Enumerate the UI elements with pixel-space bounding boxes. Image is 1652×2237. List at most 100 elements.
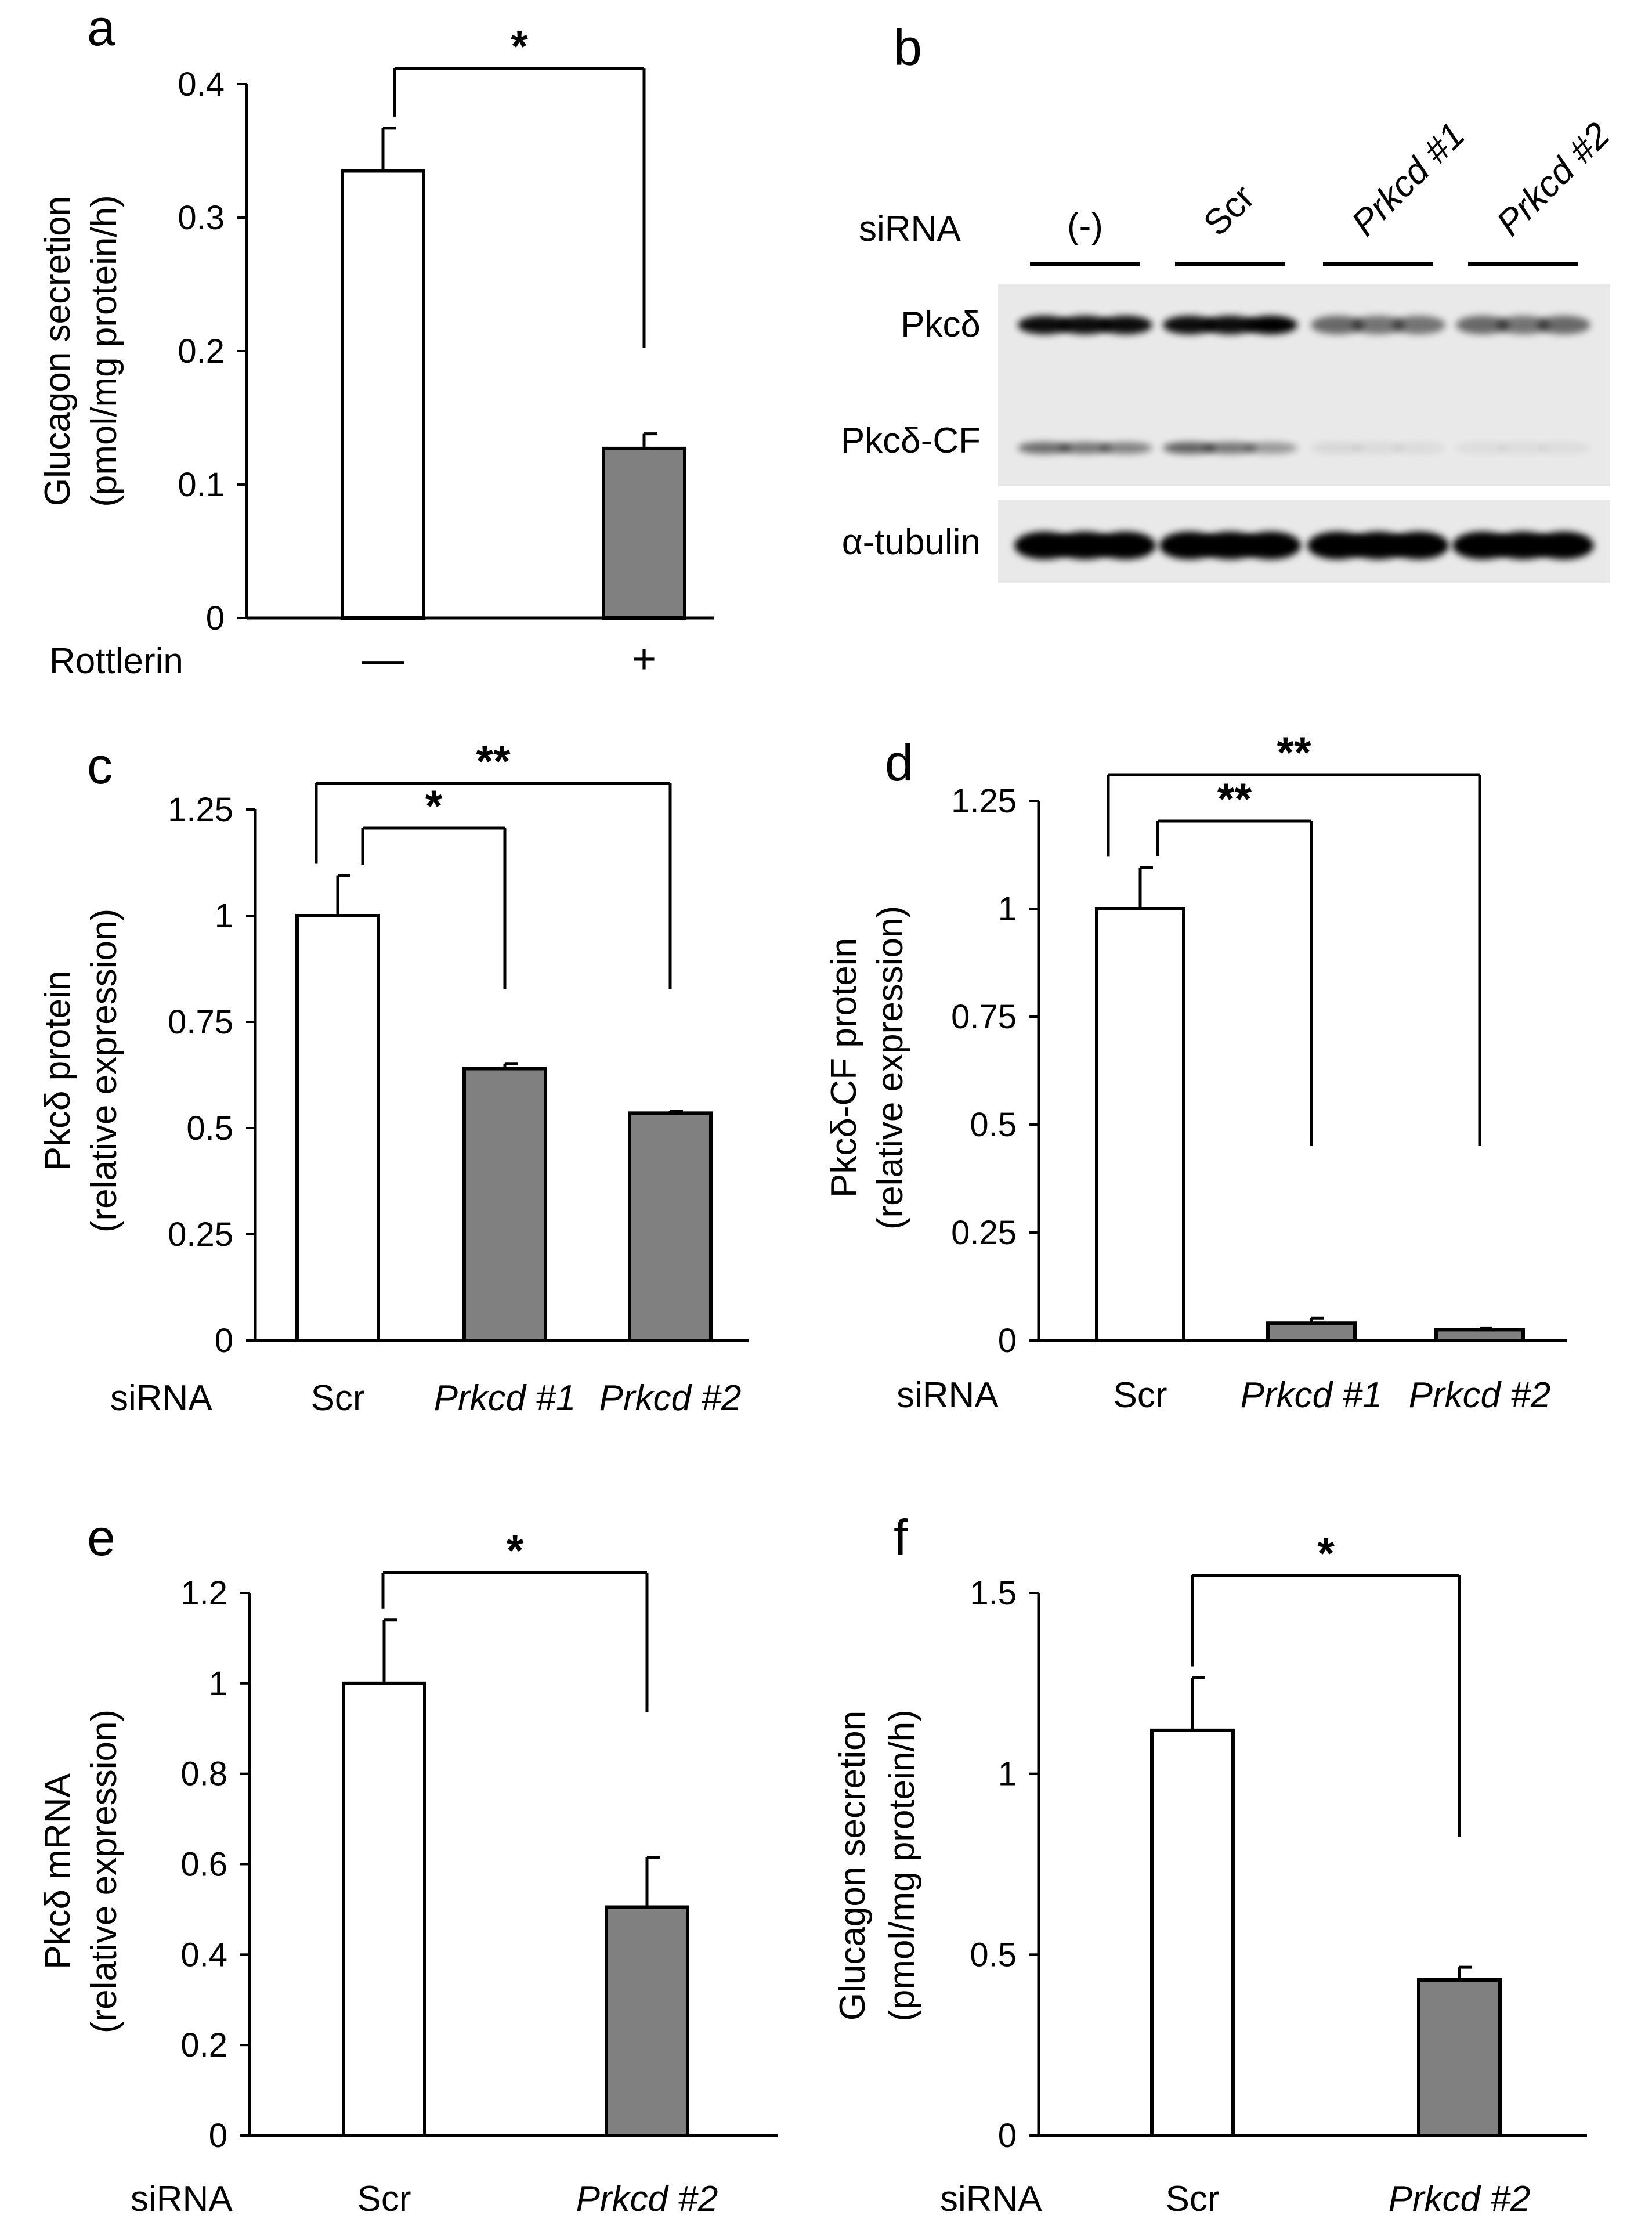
band-pkcd (1311, 316, 1364, 334)
band-pkcd (1496, 316, 1550, 334)
y-tick-label: 0.25 (168, 1216, 233, 1253)
blot-row-label: siRNA (859, 209, 961, 249)
x-row-label: siRNA (940, 2179, 1042, 2219)
panel-letter-b: b (894, 19, 922, 76)
category-label: — (362, 636, 404, 682)
band-pkcd (1392, 316, 1445, 334)
y-tick-label: 0.75 (951, 998, 1017, 1036)
bar (1095, 907, 1185, 1342)
chart-panel-f: 0 0.5 1 1.5 Glucagon secretion (pmol/mg prote… (833, 1529, 1587, 2219)
band-pkcd (1099, 316, 1152, 334)
chart-panel-a: 0 0.1 0.2 0.3 0.4 Glucagon secretion (pmol/mg … (38, 22, 714, 682)
band-pkcd-cf (1058, 442, 1112, 454)
blot-membrane-upper (998, 284, 1610, 486)
y-axis-title: Pkcδ protein (38, 971, 78, 1171)
y-tick-label: 1.2 (180, 1574, 227, 1612)
band-pkcd (1018, 316, 1071, 334)
chart-panel-d: 0 0.25 0.5 0.75 1 1.25 Pkcδ-CF protein (relativ… (824, 728, 1567, 1415)
y-tick-label: 0 (206, 599, 225, 637)
bar (602, 446, 686, 620)
chart-panel-c: 0 0.25 0.5 0.75 1 1.25 Pkcδ protein (relative e… (38, 737, 749, 1418)
significance-label: * (507, 1526, 524, 1575)
category-label: + (632, 636, 656, 682)
band-pkcd (1163, 316, 1216, 334)
bar (1150, 1728, 1235, 2138)
y-axis-title: (relative expression) (84, 1710, 124, 2033)
y-tick-label: 0.2 (180, 2026, 227, 2064)
significance-label: * (1317, 1529, 1335, 1578)
y-tick-label: 0.3 (178, 199, 225, 237)
x-row-label: siRNA (897, 1375, 999, 1415)
band-pkcd (1058, 316, 1112, 334)
lane-group-label: (-) (1067, 206, 1103, 246)
category-label: Prkcd #1 (1241, 1375, 1383, 1415)
y-tick-label: 0 (998, 2117, 1017, 2155)
blot-band-label-pkcd-cf: Pkcδ-CF (841, 421, 981, 461)
y-tick-label: 0.5 (970, 1936, 1017, 1974)
band-pkcd-cf (1244, 442, 1297, 454)
band-pkcd-cf (1099, 442, 1152, 454)
category-label: Prkcd #2 (576, 2179, 718, 2219)
band-tubulin (1389, 532, 1449, 559)
significance-label: * (425, 782, 443, 831)
y-tick-label: 1 (215, 897, 233, 935)
band-pkcd-cf (1163, 442, 1216, 454)
lane-group-label: Scr (1196, 177, 1263, 244)
lane-group-label: Prkcd #2 (1489, 115, 1618, 244)
band-pkcd-cf (1018, 442, 1071, 454)
y-axis-title: Glucagon secretion (833, 1711, 873, 2021)
category-label: Scr (357, 2179, 411, 2219)
bar (1434, 1328, 1525, 1342)
y-axis-title: (relative expression) (870, 906, 910, 1230)
y-tick-label: 0.75 (168, 1003, 233, 1041)
band-pkcd-cf (1496, 442, 1550, 454)
y-tick-label: 0.4 (180, 1936, 227, 1974)
category-label: Prkcd #1 (434, 1378, 576, 1418)
y-tick-label: 0 (215, 1322, 233, 1360)
significance-label: ** (1217, 775, 1252, 824)
blot-bands (1014, 316, 1594, 559)
category-label: Scr (1114, 1375, 1167, 1415)
significance-label: * (511, 22, 528, 71)
y-tick-label: 1 (998, 890, 1017, 928)
band-pkcd-cf (1311, 442, 1364, 454)
category-label: Prkcd #2 (1389, 2179, 1531, 2219)
bar (1417, 1978, 1502, 2137)
band-pkcd (1203, 316, 1257, 334)
y-tick-label: 1 (209, 1665, 227, 1703)
y-tick-label: 0.25 (951, 1214, 1017, 1252)
y-tick-label: 0.5 (970, 1106, 1017, 1144)
y-tick-label: 1.25 (168, 791, 233, 829)
x-row-label: Rottlerin (49, 641, 183, 681)
x-row-label: siRNA (131, 2179, 233, 2219)
y-axis-title: (pmol/mg protein/h) (882, 1710, 922, 2022)
y-tick-label: 1.5 (970, 1574, 1017, 1612)
category-label: Scr (311, 1378, 365, 1418)
y-axis-title: Pkcδ mRNA (38, 1773, 78, 1969)
y-tick-label: 0 (209, 2117, 227, 2155)
y-axis-title: Glucagon secretion (38, 196, 78, 506)
band-pkcd-cf (1351, 442, 1405, 454)
y-axis-title: Pkcδ-CF protein (824, 938, 864, 1198)
y-axis-title: (pmol/mg protein/h) (84, 195, 124, 507)
panel-letter-c: c (87, 737, 113, 794)
panel-letter-e: e (87, 1509, 115, 1566)
band-tubulin (1096, 532, 1156, 559)
y-axis-title: (relative expression) (84, 909, 124, 1233)
significance-label: ** (1277, 728, 1311, 778)
blot-band-label-pkcd: Pkcδ (901, 305, 981, 345)
bar (605, 1905, 689, 2137)
blot-band-label-tubulin: α-tubulin (842, 522, 981, 562)
bar (295, 914, 380, 1342)
band-pkcd (1244, 316, 1297, 334)
band-tubulin (1241, 532, 1301, 559)
y-tick-label: 0.6 (180, 1846, 227, 1884)
y-tick-label: 0.5 (186, 1110, 233, 1147)
band-pkcd-cf (1392, 442, 1445, 454)
y-tick-label: 0.8 (180, 1755, 227, 1793)
bar (628, 1111, 713, 1342)
significance-label: ** (476, 737, 511, 786)
blot-lane-groups: (-) Scr Prkcd #1 Prkcd #2 (1030, 115, 1618, 266)
bar (341, 169, 425, 620)
